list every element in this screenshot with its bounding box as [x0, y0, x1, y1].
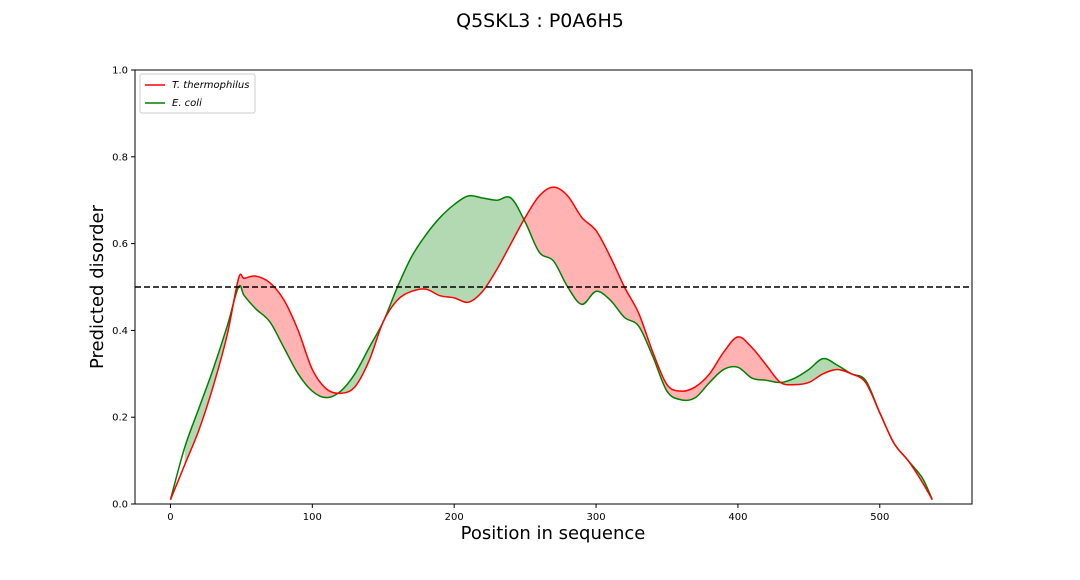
x-tick-label-200: 200: [445, 512, 464, 523]
y-tick-label-1: 0.2: [112, 413, 128, 424]
y-axis-label: Predicted disorder: [87, 204, 108, 369]
legend-label-e-coli: E. coli: [172, 98, 202, 109]
e-coli-higher-fill-2: [337, 195, 524, 394]
x-tick-label-400: 400: [728, 512, 747, 523]
y-tick-label-0: 0.0: [112, 500, 128, 511]
y-tick-label-2: 0.4: [112, 326, 128, 337]
series-line-t-thermophilus: [169, 186, 933, 501]
y-axis-ticks: 0.0 0.2 0.4 0.6 0.8 1.0: [112, 66, 135, 511]
e-coli-higher-fill-4: [780, 358, 933, 500]
x-tick-label-100: 100: [303, 512, 322, 523]
x-tick-label-500: 500: [870, 512, 889, 523]
series-lines: [169, 186, 933, 501]
x-tick-label-0: 0: [167, 512, 173, 523]
legend: T. thermophilus E. coli: [139, 73, 256, 114]
x-tick-label-300: 300: [587, 512, 606, 523]
y-tick-label-4: 0.8: [112, 152, 128, 163]
chart-title: Q5SKL3 : P0A6H5: [456, 10, 624, 32]
y-tick-label-3: 0.6: [112, 239, 128, 250]
series-line-e-coli: [169, 194, 933, 500]
t-thermophilus-higher-fill-1: [232, 276, 338, 398]
legend-box: [139, 73, 256, 114]
x-axis-ticks: 0 100 200 300 400 500: [167, 504, 889, 523]
t-thermophilus-higher-fill-3: [523, 187, 782, 401]
plot-frame: [134, 69, 973, 505]
x-axis-label: Position in sequence: [461, 523, 646, 544]
legend-label-t-thermophilus: T. thermophilus: [172, 80, 249, 91]
y-tick-label-5: 1.0: [112, 66, 128, 77]
difference-fills: [184, 187, 933, 500]
